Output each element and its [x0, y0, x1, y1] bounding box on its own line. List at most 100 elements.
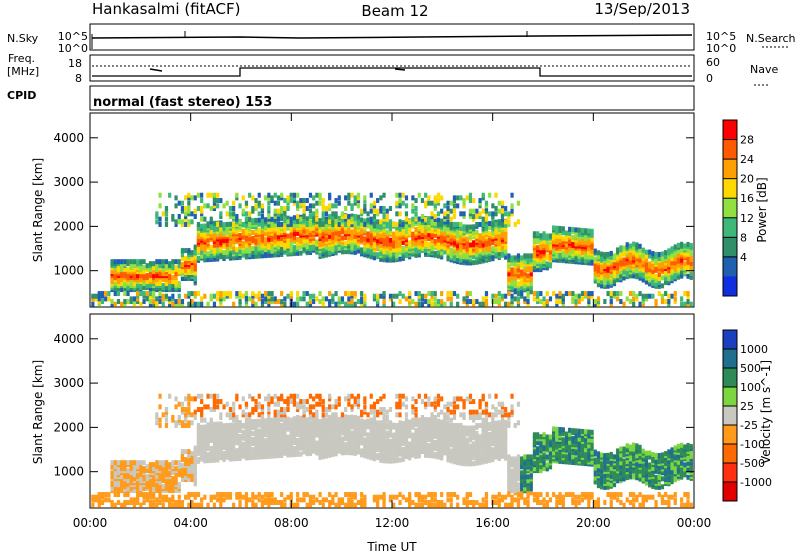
power-cell — [536, 293, 540, 299]
power-cell — [244, 248, 249, 254]
power-cell — [651, 251, 655, 257]
power-cell — [510, 296, 514, 302]
power-cell — [315, 296, 319, 302]
power-cell — [347, 200, 351, 206]
power-cell — [497, 291, 501, 297]
power-cell — [363, 206, 367, 212]
velocity-cell — [177, 464, 181, 470]
velocity-cell — [280, 437, 284, 443]
velocity-cell — [251, 455, 255, 461]
power-cell — [196, 192, 201, 198]
velocity-cell — [161, 484, 165, 490]
power-cell — [433, 213, 437, 219]
power-cell — [497, 245, 501, 251]
power-cell — [193, 291, 197, 297]
power-cell — [660, 251, 665, 257]
velocity-cell — [289, 434, 293, 440]
power-cell — [532, 253, 537, 259]
velocity-cell — [187, 409, 191, 415]
velocity-cell — [232, 422, 236, 428]
power-cell — [187, 219, 191, 225]
velocity-cell — [155, 420, 159, 426]
power-cell — [171, 216, 175, 222]
power-cell — [164, 211, 169, 217]
power-cell — [340, 299, 345, 305]
velocity-cell — [206, 458, 210, 464]
velocity-cell — [283, 409, 287, 415]
power-cell — [324, 211, 329, 217]
power-cell — [491, 230, 495, 236]
power-cell — [110, 259, 114, 265]
power-cell — [299, 219, 303, 225]
power-cell — [299, 238, 303, 244]
velocity-cell — [139, 492, 143, 498]
power-cell — [398, 299, 402, 305]
power-cell — [401, 200, 405, 206]
velocity-cell — [177, 500, 181, 506]
power-cell — [536, 231, 540, 237]
power-cell — [209, 206, 213, 212]
power-cell — [232, 211, 236, 217]
power-cell — [187, 248, 191, 254]
power-cell — [430, 301, 434, 307]
velocity-cell — [302, 414, 306, 420]
power-cell — [401, 221, 405, 227]
power-cell — [209, 293, 213, 299]
power-cell — [558, 291, 562, 297]
velocity-cell — [286, 399, 290, 405]
power-cell — [532, 249, 537, 255]
power-cell — [443, 211, 447, 217]
velocity-cell — [321, 399, 325, 405]
power-cell — [334, 291, 338, 297]
power-cell — [612, 269, 617, 275]
power-cell — [123, 299, 127, 305]
power-cell — [574, 227, 578, 233]
power-cell — [536, 257, 540, 263]
velocity-cell — [337, 432, 341, 438]
velocity-cell — [100, 494, 105, 500]
velocity-cell — [328, 492, 332, 498]
power-cell — [142, 265, 146, 271]
power-cell — [536, 291, 540, 297]
velocity-cell — [152, 492, 156, 498]
power-cell — [392, 251, 396, 257]
power-cell — [142, 299, 146, 305]
power-cell — [276, 234, 281, 240]
power-cell — [347, 192, 351, 198]
velocity-cell — [200, 444, 204, 450]
power-cell — [449, 296, 453, 302]
velocity-cell — [180, 473, 185, 479]
power-cell — [379, 232, 383, 238]
velocity-cell — [324, 445, 329, 451]
power-cell — [337, 296, 341, 302]
power-cell — [200, 223, 204, 229]
power-cell — [238, 291, 242, 297]
power-cell — [436, 211, 441, 217]
power-cell — [251, 236, 255, 242]
power-cell — [491, 216, 495, 222]
velocity-cell — [241, 412, 245, 418]
power-cell — [270, 198, 274, 204]
power-cell — [110, 299, 114, 305]
velocity-cell — [248, 422, 252, 428]
power-cell — [353, 214, 357, 220]
velocity-cell — [203, 404, 207, 410]
power-cell — [161, 211, 165, 217]
velocity-cell — [155, 497, 159, 503]
velocity-cell — [164, 494, 169, 500]
power-cell — [184, 260, 188, 266]
velocity-cell — [148, 494, 153, 500]
power-cell — [200, 243, 204, 249]
velocity-cell — [164, 497, 169, 503]
velocity-cell — [254, 404, 258, 410]
velocity-cell — [190, 451, 194, 457]
velocity-cell — [302, 497, 306, 503]
power-cell — [440, 195, 444, 201]
power-cell — [372, 216, 377, 222]
power-cell — [334, 213, 338, 219]
velocity-cell — [257, 418, 261, 424]
power-cell — [248, 221, 252, 227]
velocity-cell — [177, 502, 181, 508]
velocity-cell — [299, 420, 303, 426]
power-cell — [264, 291, 268, 297]
